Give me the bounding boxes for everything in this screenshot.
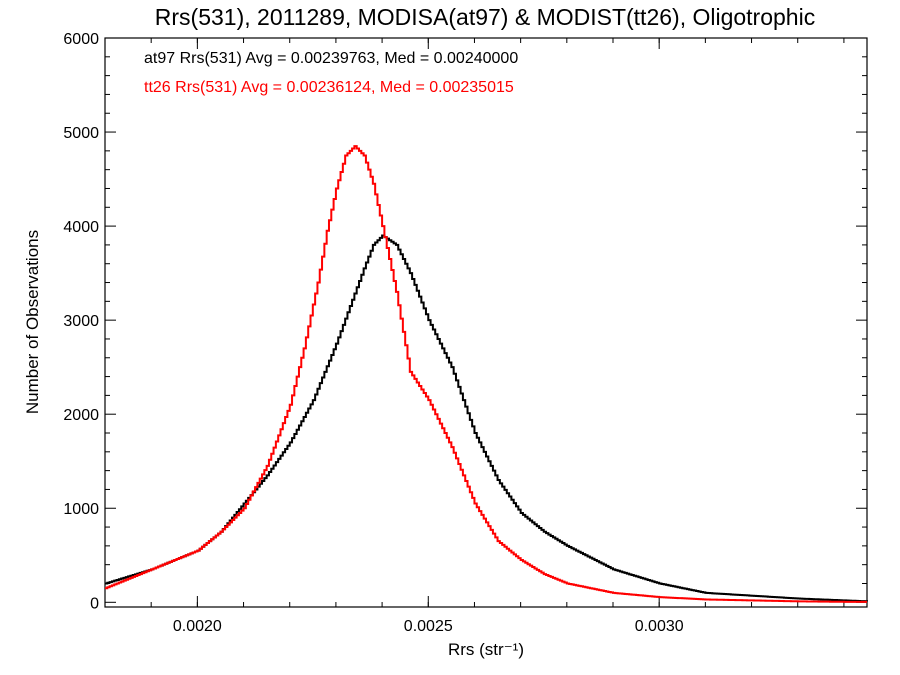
x-tick-label: 0.0020: [173, 618, 222, 635]
x-tick-label: 0.0025: [404, 618, 453, 635]
plot-frame: [104, 37, 868, 608]
series-group: [105, 145, 868, 603]
y-axis-label: Number of Observations: [23, 230, 42, 414]
series-line-1: [105, 234, 868, 603]
chart-title: Rrs(531), 2011289, MODISA(at97) & MODIST…: [155, 4, 815, 30]
legend-entry-2: tt26 Rrs(531) Avg = 0.00236124, Med = 0.…: [144, 79, 514, 96]
series-line-2: [105, 145, 867, 603]
y-tick-label: 5000: [63, 125, 99, 142]
y-tick-label: 4000: [63, 219, 99, 236]
y-tick-label: 0: [90, 595, 99, 612]
legend: at97 Rrs(531) Avg = 0.00239763, Med = 0.…: [144, 50, 518, 96]
x-tick-label: 0.0030: [635, 618, 684, 635]
legend-entry-1: at97 Rrs(531) Avg = 0.00239763, Med = 0.…: [144, 50, 518, 67]
y-tick-label: 1000: [63, 501, 99, 518]
y-tick-label: 2000: [63, 407, 99, 424]
y-tick-label: 3000: [63, 313, 99, 330]
axis-ticks: 0.0020 0.0025 0.0030 0 1000 2000 3000 4000 5000 6…: [63, 31, 867, 635]
x-axis-label: Rrs (str⁻¹): [448, 640, 524, 659]
y-tick-label: 6000: [63, 31, 99, 48]
